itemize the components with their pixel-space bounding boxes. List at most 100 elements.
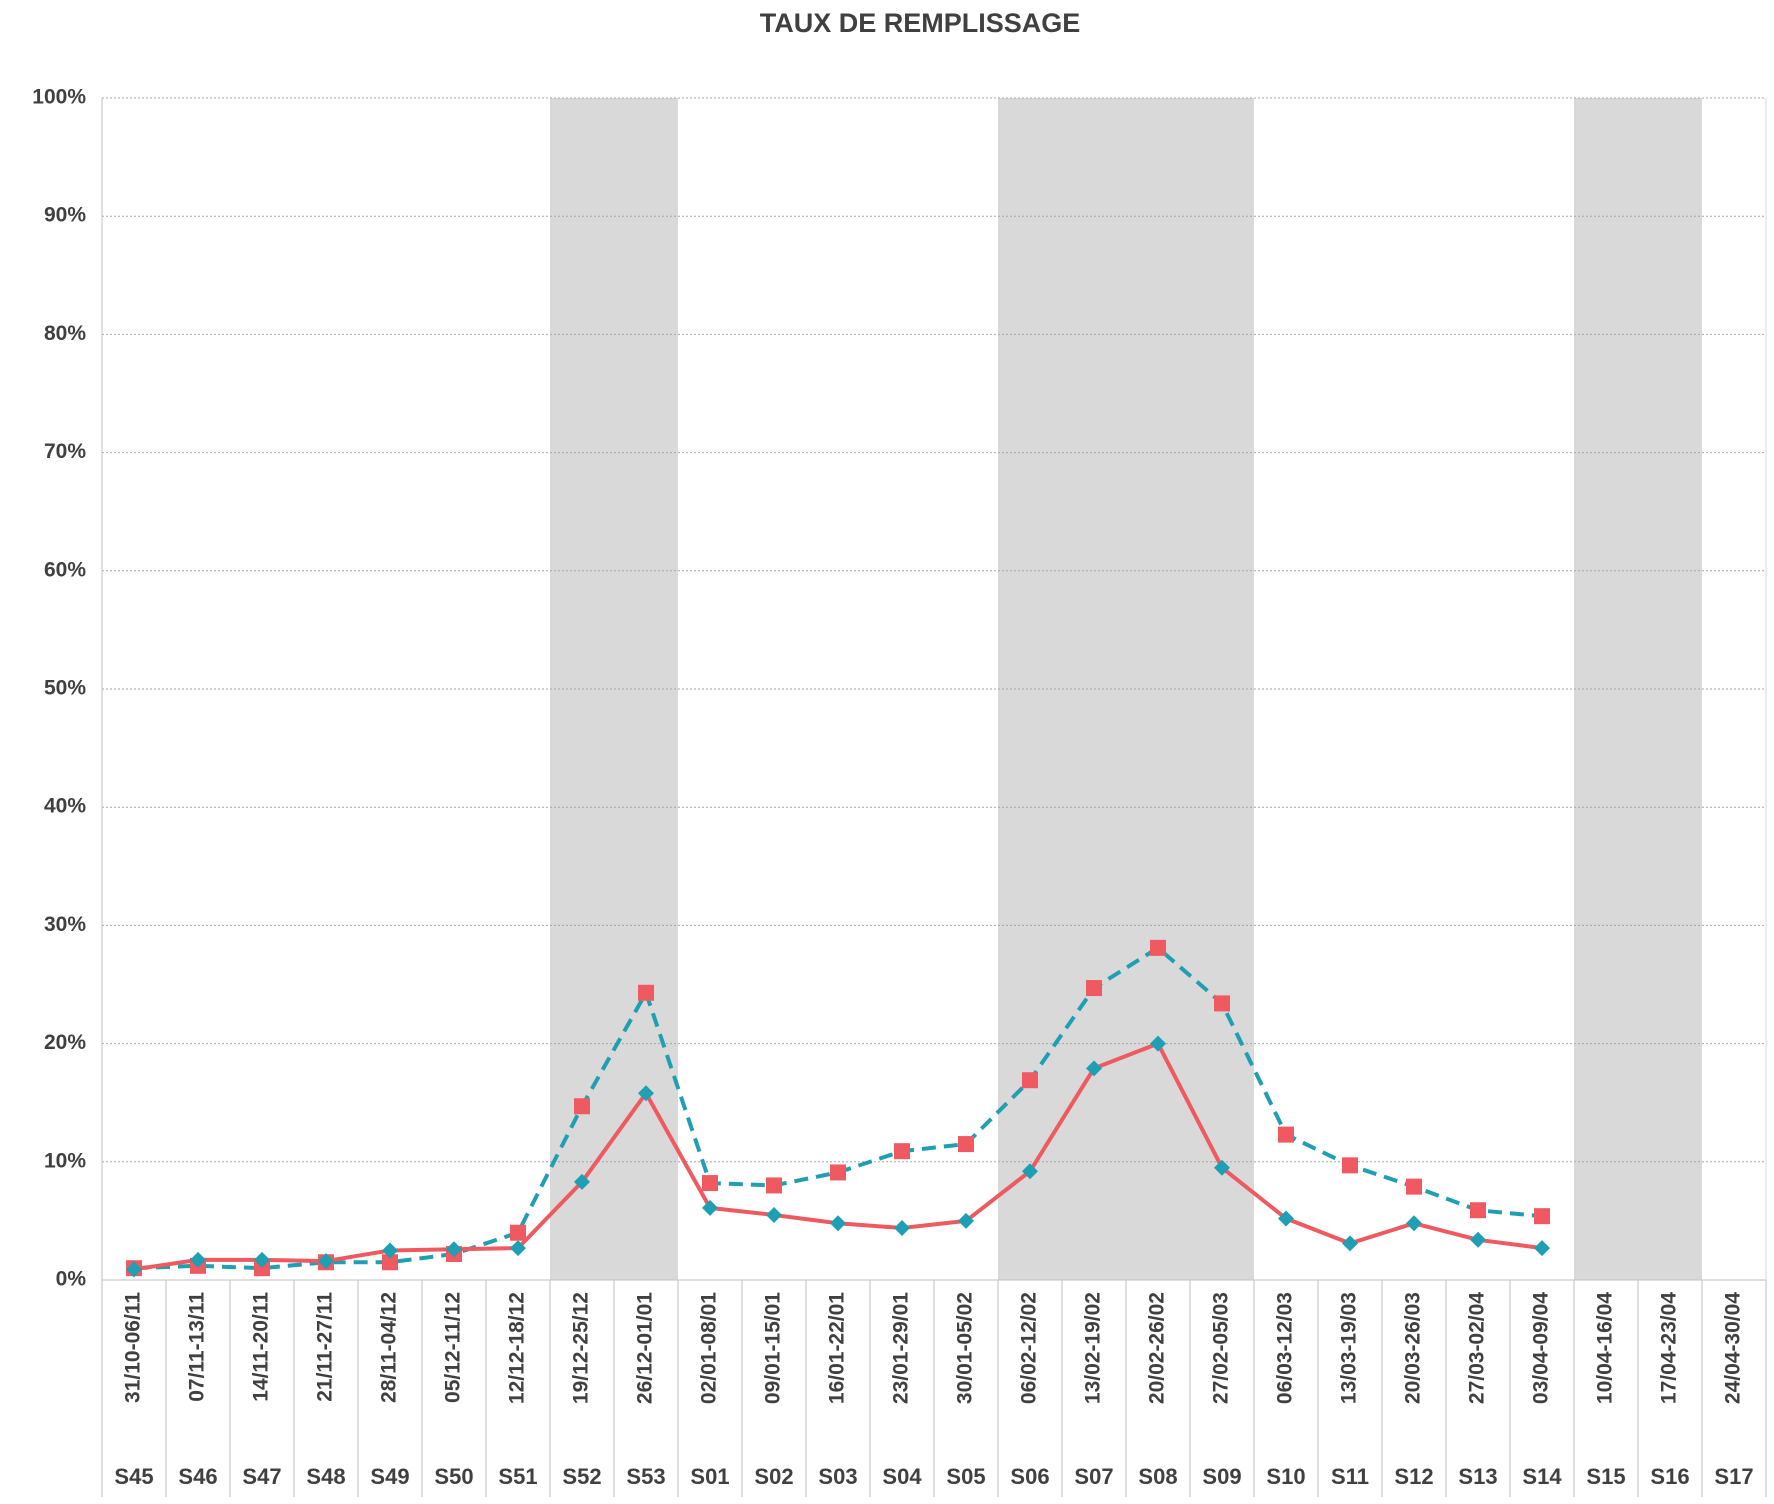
x-tick-label: 10/04-16/04 — [1594, 1292, 1617, 1404]
y-tick-label: 30% — [44, 913, 86, 936]
week-label: S50 — [434, 1464, 473, 1489]
marker-square — [510, 1224, 526, 1241]
x-tick-label: 26/12-01/01 — [634, 1292, 657, 1404]
marker-square — [574, 1098, 590, 1115]
x-tick-label: 07/11-13/11 — [186, 1292, 209, 1402]
x-tick-label: 13/02-19/02 — [1082, 1292, 1105, 1404]
marker-diamond — [1470, 1231, 1486, 1248]
x-tick-label: 17/04-23/04 — [1658, 1292, 1681, 1404]
chart-title: TAUX DE REMPLISSAGE — [760, 8, 1081, 38]
marker-diamond — [382, 1242, 398, 1259]
marker-square — [1278, 1126, 1294, 1143]
marker-square — [1534, 1208, 1550, 1225]
x-tick-label: 09/01-15/01 — [762, 1292, 785, 1404]
week-label: S09 — [1202, 1464, 1241, 1489]
week-label: S53 — [626, 1464, 665, 1489]
marker-square — [830, 1164, 846, 1181]
marker-diamond — [958, 1212, 974, 1229]
marker-diamond — [190, 1251, 206, 1268]
week-label: S11 — [1331, 1464, 1369, 1489]
x-tick-label: 21/11-27/11 — [314, 1292, 337, 1402]
week-label: S03 — [818, 1464, 857, 1489]
y-tick-label: 50% — [44, 677, 86, 700]
y-tick-label: 100% — [32, 86, 86, 109]
marker-square — [1470, 1202, 1486, 1219]
marker-diamond — [1086, 1060, 1102, 1077]
x-tick-label: 03/04-09/04 — [1530, 1292, 1553, 1404]
week-label: S16 — [1650, 1464, 1689, 1489]
x-tick-label: 27/02-05/03 — [1210, 1292, 1233, 1404]
week-label: S12 — [1394, 1464, 1433, 1489]
week-label: S05 — [946, 1464, 985, 1489]
week-label: S51 — [498, 1464, 537, 1489]
marker-diamond — [1534, 1240, 1550, 1257]
x-tick-label: 20/02-26/02 — [1146, 1292, 1169, 1404]
y-tick-label: 20% — [44, 1031, 86, 1054]
week-label: S48 — [306, 1464, 345, 1489]
marker-diamond — [1342, 1235, 1358, 1252]
x-tick-label: 06/03-12/03 — [1274, 1292, 1297, 1404]
marker-square — [1086, 980, 1102, 997]
marker-square — [702, 1175, 718, 1192]
week-label: S01 — [690, 1464, 729, 1489]
marker-diamond — [894, 1219, 910, 1236]
y-tick-label: 10% — [44, 1149, 86, 1172]
week-label: S46 — [178, 1464, 217, 1489]
x-tick-label: 12/12-18/12 — [506, 1292, 529, 1404]
y-tick-label: 60% — [44, 558, 86, 581]
marker-diamond — [510, 1240, 526, 1257]
marker-diamond — [446, 1241, 462, 1258]
week-label: S15 — [1586, 1464, 1625, 1489]
week-label: S45 — [114, 1464, 153, 1489]
week-label: S13 — [1458, 1464, 1497, 1489]
x-tick-label: 31/10-06/11 — [122, 1292, 145, 1403]
marker-diamond — [254, 1251, 270, 1268]
week-label: S02 — [754, 1464, 793, 1489]
x-tick-label: 16/01-22/01 — [826, 1292, 849, 1404]
x-tick-label: 27/03-02/04 — [1466, 1292, 1489, 1404]
week-label: S07 — [1074, 1464, 1113, 1489]
marker-diamond — [1022, 1163, 1038, 1180]
marker-diamond — [1278, 1210, 1294, 1227]
x-tick-label: 05/12-11/12 — [442, 1292, 465, 1403]
marker-square — [1342, 1157, 1358, 1174]
marker-square — [894, 1143, 910, 1160]
week-label: S06 — [1010, 1464, 1049, 1489]
week-label: S47 — [242, 1464, 281, 1489]
marker-square — [1214, 995, 1230, 1012]
marker-diamond — [766, 1206, 782, 1223]
marker-diamond — [1406, 1215, 1422, 1232]
week-label: S08 — [1138, 1464, 1177, 1489]
x-tick-label: 14/11-20/11 — [250, 1292, 273, 1402]
week-label: S04 — [882, 1464, 922, 1489]
x-tick-label: 13/03-19/03 — [1338, 1292, 1361, 1404]
x-tick-label: 20/03-26/03 — [1402, 1292, 1425, 1404]
marker-square — [1406, 1178, 1422, 1195]
week-label: S49 — [370, 1464, 409, 1489]
marker-diamond — [574, 1173, 590, 1190]
x-tick-label: 30/01-05/02 — [954, 1292, 977, 1404]
week-label: S14 — [1522, 1464, 1562, 1489]
y-tick-label: 0% — [56, 1268, 87, 1291]
marker-diamond — [702, 1199, 718, 1216]
marker-square — [766, 1177, 782, 1194]
marker-square — [958, 1136, 974, 1153]
week-label: S10 — [1266, 1464, 1305, 1489]
x-tick-label: 23/01-29/01 — [890, 1292, 913, 1404]
marker-square — [638, 984, 654, 1001]
x-tick-label: 02/01-08/01 — [698, 1292, 721, 1404]
y-tick-label: 40% — [44, 795, 86, 818]
marker-diamond — [126, 1261, 142, 1278]
week-label: S52 — [562, 1464, 601, 1489]
marker-square — [1022, 1072, 1038, 1089]
x-tick-label: 19/12-25/12 — [570, 1292, 593, 1404]
marker-square — [1150, 939, 1166, 956]
marker-square — [254, 1260, 270, 1277]
x-tick-label: 28/11-04/12 — [378, 1292, 401, 1403]
marker-diamond — [638, 1085, 654, 1102]
marker-diamond — [1214, 1159, 1230, 1176]
y-tick-label: 70% — [44, 440, 86, 463]
x-tick-label: 06/02-12/02 — [1018, 1292, 1041, 1404]
